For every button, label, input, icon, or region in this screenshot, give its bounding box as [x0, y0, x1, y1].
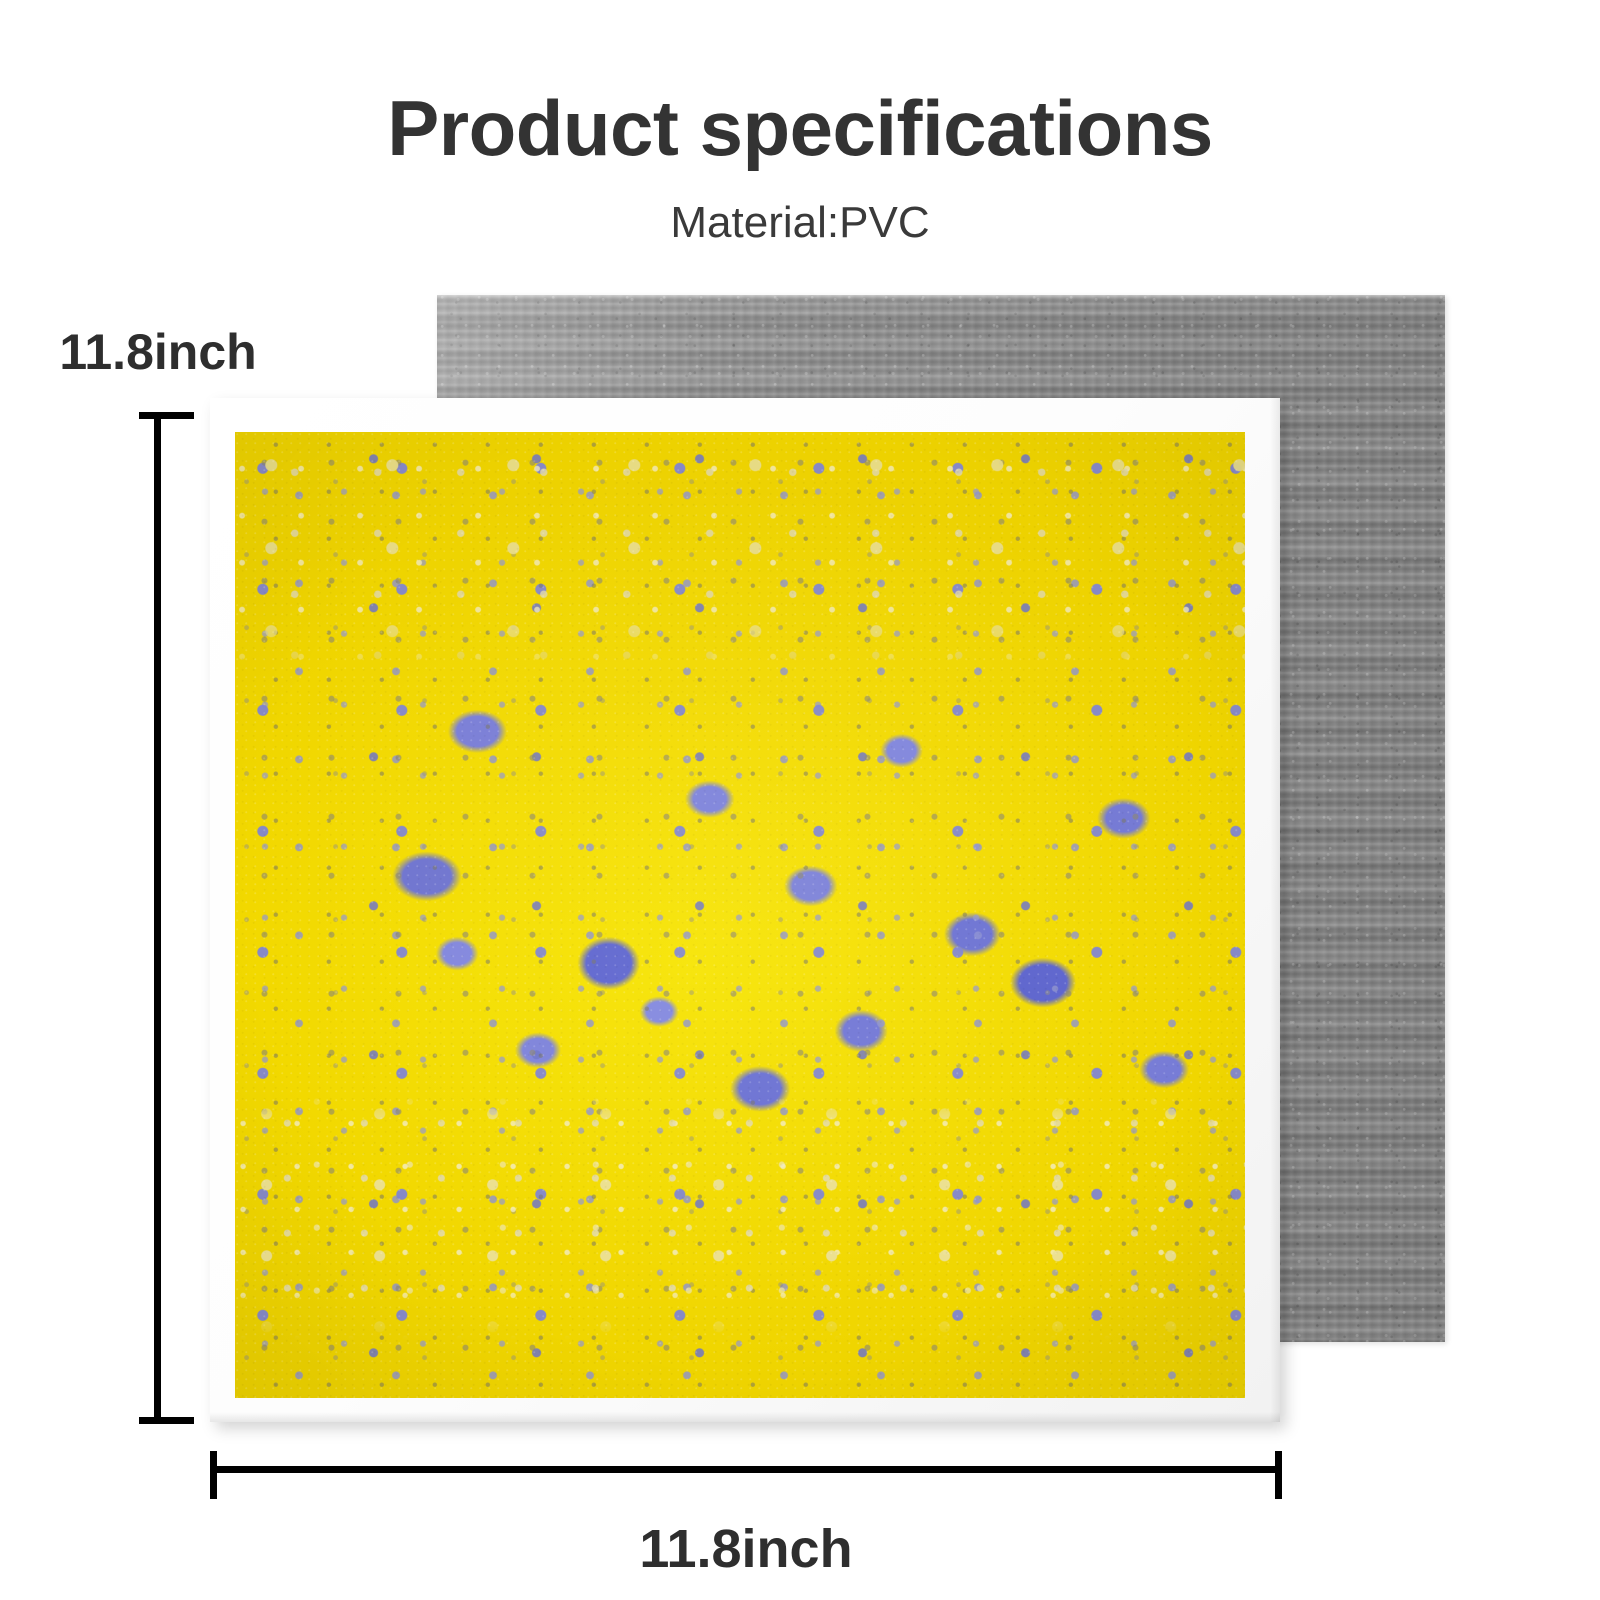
- width-dimension-cap-left: [210, 1451, 217, 1499]
- backing-panel-top-edge: [437, 295, 1445, 301]
- width-dimension-shaft: [210, 1466, 1282, 1473]
- tile-frame-bevel-right: [1270, 398, 1280, 1422]
- page-title: Product specifications: [387, 84, 1213, 172]
- artwork-cream-speckles-bottom: [235, 1088, 1245, 1341]
- height-dimension-label: 11.8inch: [59, 324, 257, 380]
- artwork-vignette: [235, 432, 1245, 1398]
- tile-artwork: [235, 432, 1245, 1398]
- artwork-cream-speckles-top: [235, 432, 1245, 722]
- height-dimension-cap-bottom: [139, 1417, 194, 1424]
- height-dimension-line: [139, 412, 194, 1424]
- tile-frame-bevel-bottom: [210, 1412, 1280, 1422]
- artwork-grain: [235, 432, 1245, 1398]
- height-dimension-shaft: [154, 412, 161, 1424]
- width-dimension-label: 11.8inch: [639, 1519, 853, 1579]
- width-dimension-cap-right: [1275, 1451, 1282, 1499]
- product-tile: [210, 398, 1280, 1422]
- material-subtitle: Material:PVC: [670, 198, 930, 247]
- height-dimension-cap-top: [139, 412, 194, 419]
- width-dimension-line: [210, 1451, 1282, 1499]
